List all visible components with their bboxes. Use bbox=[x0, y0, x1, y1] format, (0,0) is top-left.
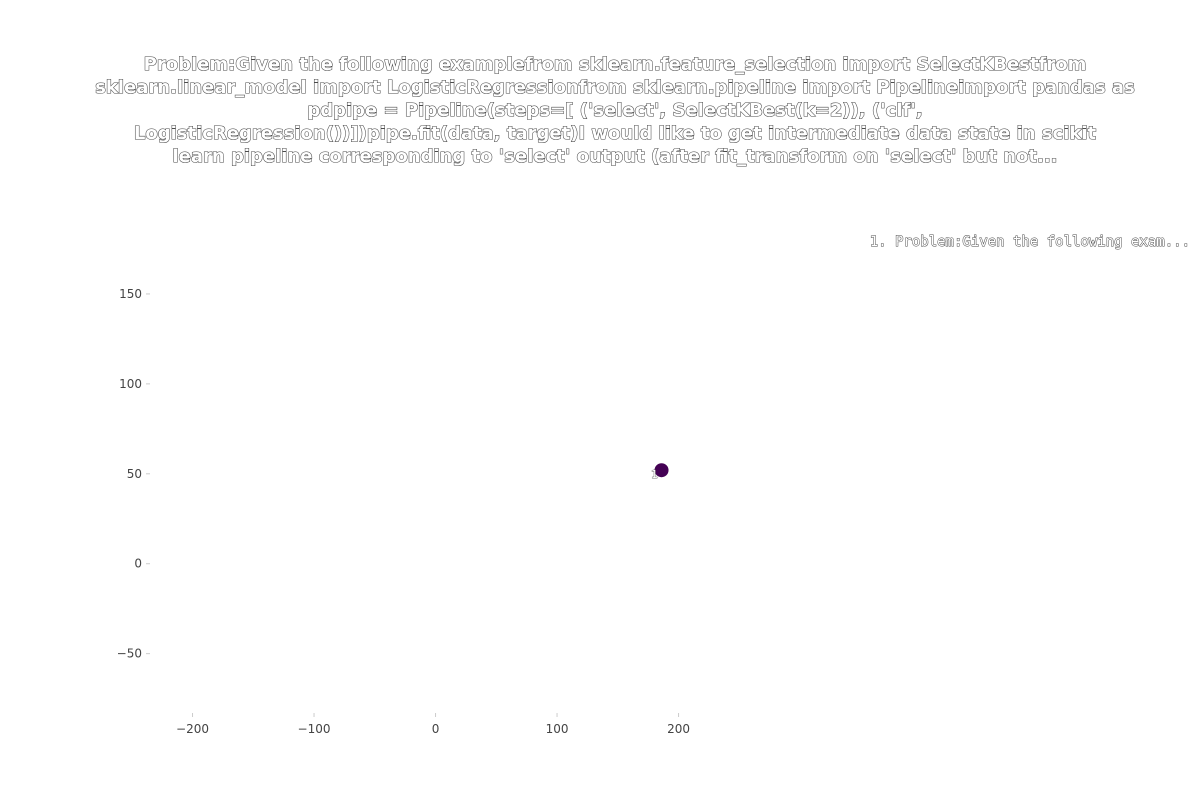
title-line-3: pdpipe = Pipeline(steps=[ ('select', Sel… bbox=[307, 100, 922, 121]
title-line-1: Problem:Given the following examplefrom … bbox=[144, 54, 1087, 75]
data-points: 1 bbox=[651, 463, 669, 482]
y-tick-label: 100 bbox=[119, 377, 142, 391]
y-axis: 150 100 50 0 −50 bbox=[117, 287, 150, 661]
y-tick-label: 50 bbox=[127, 467, 142, 481]
y-tick-label: 150 bbox=[119, 287, 142, 301]
x-tick-label: 0 bbox=[432, 722, 440, 736]
title-line-4: LogisticRegression())])pipe.fit(data, ta… bbox=[134, 123, 1097, 144]
x-tick-label: −200 bbox=[176, 722, 209, 736]
title-line-2: sklearn.linear_model import LogisticRegr… bbox=[95, 77, 1135, 98]
legend: 1. Problem:Given the following exam... bbox=[869, 234, 1190, 251]
scatter-point-1[interactable] bbox=[654, 463, 669, 478]
title-line-5: learn pipeline corresponding to 'select'… bbox=[172, 146, 1057, 167]
x-tick-label: 200 bbox=[667, 722, 690, 736]
x-tick-label: 100 bbox=[546, 722, 569, 736]
y-tick-label: −50 bbox=[117, 647, 142, 661]
y-tick-label: 0 bbox=[134, 557, 142, 571]
chart-title: Problem:Given the following examplefrom … bbox=[95, 53, 1136, 167]
point-label-1: 1 bbox=[651, 468, 658, 481]
x-tick-label: −100 bbox=[298, 722, 331, 736]
legend-entry-1: 1. Problem:Given the following exam... bbox=[870, 234, 1190, 250]
x-axis: −200 −100 0 100 200 bbox=[176, 713, 690, 736]
